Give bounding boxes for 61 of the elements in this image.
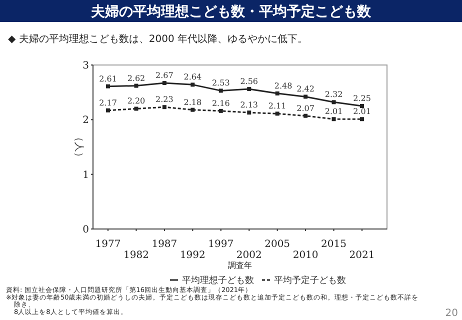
data-label: 2.61 — [99, 74, 117, 84]
x-tick-label: 2002 — [236, 250, 262, 261]
x-tick-label: 2015 — [321, 239, 347, 250]
data-label: 2.48 — [274, 81, 292, 90]
point — [332, 117, 336, 122]
data-label: 2.01 — [324, 107, 343, 116]
x-tick-label: 2021 — [349, 250, 375, 261]
data-label: 2.18 — [184, 98, 202, 107]
data-label: 2.25 — [353, 94, 371, 103]
y-tick-label: 0 — [82, 224, 89, 236]
y-tick-label: 3 — [82, 60, 89, 72]
data-label: 2.16 — [212, 98, 230, 108]
point — [134, 84, 138, 88]
data-label: 2.53 — [212, 78, 230, 88]
point — [304, 114, 308, 118]
x-tick-label: 2010 — [292, 250, 318, 261]
legend-label: 平均予定子ども数 — [274, 275, 346, 286]
y-tick-label: 1 — [82, 170, 89, 181]
x-tick-label: 1987 — [152, 239, 178, 250]
point — [190, 108, 195, 112]
point — [134, 106, 138, 111]
data-label: 2.32 — [324, 90, 343, 100]
point — [360, 104, 364, 108]
x-tick-label: 1977 — [95, 239, 121, 250]
point — [190, 82, 195, 87]
chart-subtitle: ◆ 夫婦の平均理想こども数は、2000 年代以降、ゆるやかに低下。 — [8, 33, 308, 45]
data-label: 2.11 — [268, 102, 286, 111]
point — [106, 108, 110, 112]
point — [162, 105, 166, 110]
x-tick-label: 1992 — [180, 250, 206, 261]
point — [218, 88, 223, 93]
y-tick-label: 2 — [82, 115, 89, 126]
data-label: 2.62 — [127, 74, 146, 83]
point — [106, 84, 110, 88]
y-axis-title: （人） — [73, 132, 84, 162]
data-label: 2.67 — [156, 71, 174, 80]
x-tick-label: 1982 — [123, 250, 149, 261]
point — [162, 81, 166, 86]
data-label: 2.01 — [353, 107, 371, 116]
text: 20 — [445, 308, 458, 319]
point — [275, 91, 280, 96]
point — [247, 110, 252, 115]
data-label: 2.56 — [240, 77, 258, 86]
point — [247, 87, 252, 92]
data-label: 2.13 — [240, 100, 258, 110]
point — [275, 112, 280, 116]
point — [332, 100, 336, 104]
data-label: 2.20 — [127, 96, 146, 106]
x-axis-title: 調査年 — [228, 261, 252, 270]
x-tick-label: 2005 — [264, 239, 290, 250]
data-label: 2.07 — [296, 104, 314, 113]
data-label: 2.17 — [99, 98, 117, 108]
point — [304, 94, 308, 99]
x-tick-label: 1997 — [208, 239, 234, 250]
legend-label: 平均理想子ども数 — [182, 275, 254, 286]
data-label: 2.64 — [184, 72, 202, 82]
chart-title: 夫婦の平均理想こども数・平均予定こども数 — [90, 3, 372, 20]
point — [218, 108, 223, 113]
data-label: 2.23 — [156, 95, 174, 104]
data-label: 2.42 — [296, 84, 314, 94]
point — [360, 117, 364, 122]
